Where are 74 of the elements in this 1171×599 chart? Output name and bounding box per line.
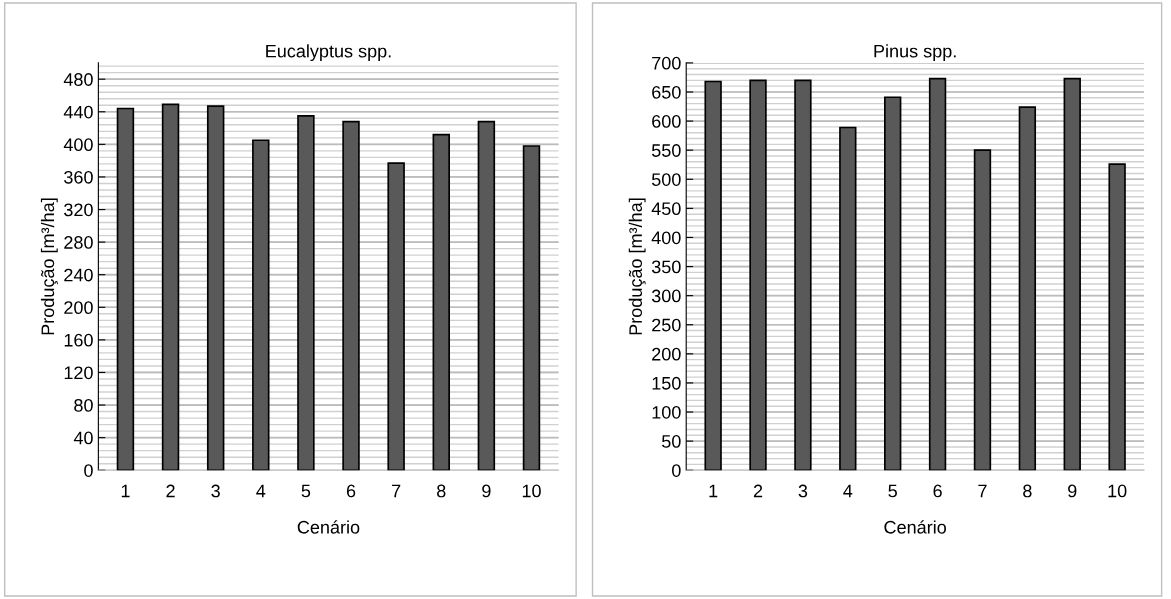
y-tick-label: 400 (651, 231, 681, 245)
x-tick-label: 9 (1068, 484, 1077, 498)
x-tick-label: 6 (346, 484, 356, 498)
x-axis-title: Cenário (297, 520, 360, 534)
y-tick-label: 350 (651, 260, 681, 274)
y-tick-label: 80 (74, 398, 93, 412)
y-tick-label: 160 (64, 333, 93, 347)
y-tick-label: 120 (64, 366, 93, 380)
y-tick-label: 480 (63, 73, 93, 86)
bar (342, 120, 360, 471)
x-tick-label: 10 (522, 484, 541, 498)
x-tick-label: 2 (753, 484, 763, 498)
y-tick-label: 700 (652, 56, 681, 70)
y-tick-label: 50 (661, 435, 681, 448)
bar (1018, 106, 1037, 471)
y-tick-label: 450 (651, 202, 681, 216)
bar (704, 80, 722, 471)
bar (1108, 163, 1126, 471)
y-tick-label: 200 (64, 301, 93, 315)
chart-title: Eucalyptus spp. (266, 44, 391, 62)
bar (116, 107, 135, 471)
x-tick-label: 10 (1108, 484, 1127, 498)
bar (161, 103, 180, 471)
x-tick-label: 9 (482, 484, 491, 498)
x-tick-label: 5 (888, 484, 897, 498)
y-tick-label: 550 (651, 144, 681, 157)
bar (522, 145, 541, 471)
y-tick-label: 200 (652, 347, 681, 361)
y-tick-label: 250 (652, 318, 681, 332)
y-tick-label: 300 (651, 289, 681, 303)
x-tick-label: 2 (166, 484, 175, 498)
x-tick-label: 8 (1023, 484, 1032, 498)
y-tick-label: 240 (64, 268, 93, 282)
x-tick-label: 7 (392, 484, 401, 498)
bar (973, 149, 992, 471)
x-tick-label: 1 (709, 484, 718, 498)
y-tick-label: 100 (652, 405, 681, 419)
bar (839, 126, 857, 471)
x-axis-title: Cenário (884, 520, 946, 534)
y-tick-label: 280 (64, 236, 93, 249)
x-tick-label: 4 (256, 484, 266, 498)
bar (477, 120, 496, 471)
y-tick-label: 440 (63, 105, 93, 119)
bar (794, 79, 812, 471)
y-tick-label: 320 (64, 203, 93, 217)
x-tick-label: 8 (437, 484, 446, 498)
y-tick-label: 600 (652, 115, 681, 128)
y-tick-label: 0 (84, 464, 93, 477)
bar (206, 105, 225, 471)
y-tick-label: 40 (73, 431, 93, 445)
bar (432, 133, 450, 471)
bar (1063, 77, 1081, 471)
bar (884, 96, 902, 471)
y-tick-label: 150 (652, 376, 681, 390)
x-tick-label: 4 (843, 484, 853, 498)
y-tick-label: 500 (651, 173, 681, 186)
bar (928, 77, 947, 471)
x-tick-label: 1 (121, 484, 130, 498)
x-tick-label: 3 (798, 484, 808, 498)
bar (252, 139, 270, 471)
y-tick-label: 360 (64, 170, 93, 184)
y-tick-label: 400 (63, 138, 93, 152)
bar (297, 115, 315, 471)
bar (387, 162, 405, 471)
y-axis-title: Produção [m³/ha] (40, 198, 58, 335)
y-tick-label: 650 (652, 85, 681, 99)
x-tick-label: 6 (933, 484, 942, 498)
x-tick-label: 3 (211, 484, 220, 498)
bar (749, 79, 767, 471)
x-tick-label: 7 (978, 484, 987, 498)
y-tick-label: 0 (672, 464, 681, 477)
x-tick-label: 5 (301, 484, 311, 498)
y-axis-title: Produção [m³/ha] (628, 198, 646, 335)
chart-title: Pinus spp. (874, 44, 956, 62)
